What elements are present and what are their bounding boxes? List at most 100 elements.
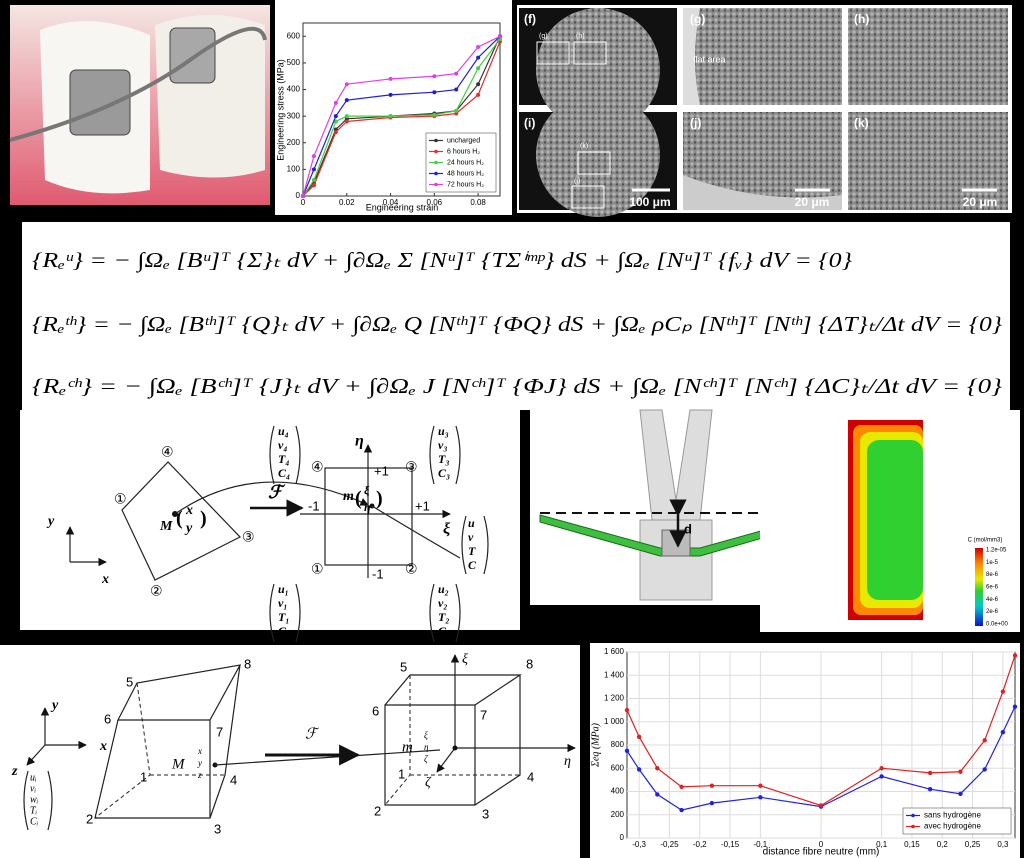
mapping-label: ℱ <box>305 726 320 742</box>
data-point <box>709 783 715 788</box>
dof: C <box>468 558 477 572</box>
node-label: ② <box>405 561 418 577</box>
x-axis-label: Engineering strain <box>366 202 439 212</box>
dof: v₁ <box>278 596 288 610</box>
dof: T₁ <box>278 610 290 624</box>
dof: C₁ <box>278 624 290 638</box>
data-point <box>301 194 305 198</box>
coord: ξ <box>424 730 428 740</box>
data-point <box>311 178 316 183</box>
point <box>452 745 458 751</box>
data-point <box>454 108 459 113</box>
axis-label: x <box>99 739 107 754</box>
axis-label: x <box>101 572 109 587</box>
legend-marker <box>434 171 438 176</box>
data-point <box>344 98 349 103</box>
point-label: m <box>343 489 354 504</box>
y-tick-label: 400 <box>287 85 301 94</box>
data-point <box>333 119 338 124</box>
colorbar-title: C (mol/mm3) <box>968 538 1003 544</box>
data-point <box>333 100 338 105</box>
sem-box <box>536 41 570 65</box>
box-label: (g) <box>539 33 548 40</box>
equation: {Rₑᶜʰ} = − ∫Ωₑ [Bᶜʰ]ᵀ {J}ₜ dV + ∫∂Ωₑ J [… <box>32 374 1003 399</box>
data-point <box>958 769 963 774</box>
bracket <box>269 425 275 485</box>
data-point <box>636 767 642 772</box>
node-label: 2 <box>374 803 381 818</box>
y-tick-label: 300 <box>287 111 301 120</box>
tick-label: -1 <box>308 498 320 513</box>
y-tick-label: 800 <box>611 740 625 749</box>
sem-tile <box>848 8 1008 105</box>
data-point <box>1012 653 1018 658</box>
axis <box>436 747 456 773</box>
mapping-line <box>214 749 441 766</box>
diagram-bg <box>0 645 580 858</box>
panel-label: (g) <box>690 12 705 26</box>
paren: ( <box>355 488 362 510</box>
dof: Cᵢ <box>30 816 39 827</box>
x-tick-label: 0 <box>819 840 824 849</box>
leader <box>371 505 461 559</box>
data-point <box>624 748 630 754</box>
sem-panel: (f) (g) (h) (i) (j) (k) (g) (h) (k) (j) … <box>517 5 1012 217</box>
node-label: ① <box>311 561 324 577</box>
paren: ( <box>176 508 183 530</box>
panel-label: (i) <box>524 116 535 130</box>
dof: T₄ <box>278 452 290 466</box>
data-point <box>758 783 763 788</box>
data-point <box>636 734 642 740</box>
legend-label: avec hydrogène <box>924 822 981 831</box>
bracket <box>269 583 275 643</box>
data-point <box>655 792 660 797</box>
legend-label: 6 hours H₂ <box>447 148 480 155</box>
data-point <box>498 34 502 39</box>
legend-marker <box>911 824 915 829</box>
dof: u₄ <box>278 424 289 438</box>
data-point <box>432 90 437 95</box>
sem-fracture <box>536 8 660 132</box>
colorbar-tick: 1e-5 <box>986 560 999 566</box>
dof: v <box>468 530 474 544</box>
hidden-edges <box>384 675 520 806</box>
diagram-3d: x y z 1 2 3 4 5 6 7 8 1 2 3 4 5 6 7 8 M x y z uᵢvᵢwᵢTᵢC… <box>0 645 580 858</box>
y-tick-label: 400 <box>611 787 625 796</box>
y-tick-label: 600 <box>611 763 625 772</box>
data-point <box>432 112 437 117</box>
box-label: (h) <box>576 33 585 40</box>
colorbar-tick: 8e-6 <box>986 572 999 578</box>
dof: v₄ <box>278 438 288 452</box>
dof: C₄ <box>278 466 290 480</box>
node-label: 5 <box>400 659 407 674</box>
wire <box>9 26 267 142</box>
panel-label: (k) <box>854 116 869 130</box>
node-label: ① <box>114 491 127 507</box>
axis <box>26 744 46 766</box>
dof: v₂ <box>438 596 448 610</box>
data-point <box>454 71 459 76</box>
point-label: M <box>159 519 173 534</box>
dof: C₃ <box>438 466 450 480</box>
data-point <box>879 774 884 779</box>
box-label: (k) <box>580 143 588 150</box>
node-label: 1 <box>398 766 405 781</box>
axis-label: ξ <box>462 652 468 667</box>
coord: y <box>197 758 202 768</box>
node-label: 8 <box>526 656 533 671</box>
y-tick-label: 1 200 <box>604 694 625 703</box>
sem-tile <box>683 8 842 105</box>
node-label: 7 <box>216 724 223 739</box>
data-point <box>709 800 715 806</box>
y-axis-label: Σeq (MPa) <box>590 722 601 768</box>
coord: η <box>424 742 429 752</box>
data-point <box>388 76 393 81</box>
sem-box <box>573 41 607 65</box>
element <box>94 664 242 819</box>
legend-marker <box>434 149 438 154</box>
y-tick-label: 1 000 <box>604 717 625 726</box>
data-point <box>1000 689 1006 694</box>
scale-label: 20 μm <box>963 195 998 209</box>
